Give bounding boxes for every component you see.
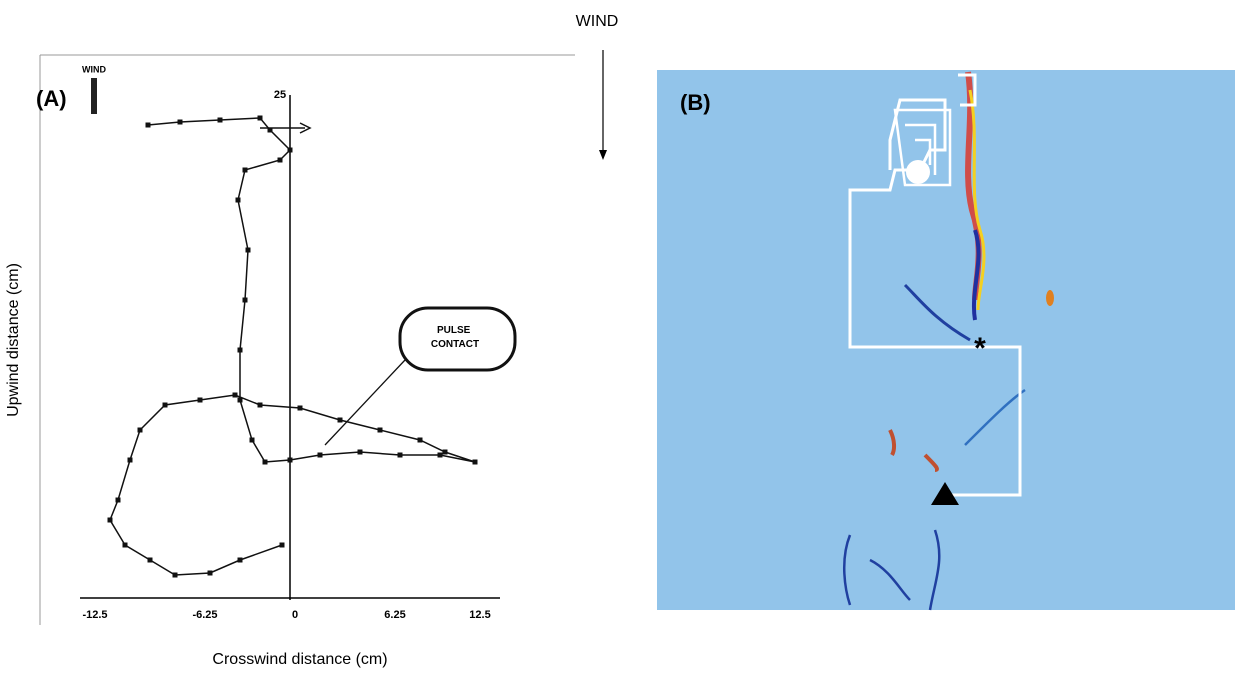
track-point	[243, 168, 248, 173]
y-tick-label: 25	[274, 89, 286, 101]
track-point	[233, 393, 238, 398]
track-point	[178, 120, 183, 125]
track-point	[288, 148, 293, 153]
x-tick-label: -12.5	[82, 609, 107, 621]
track-point	[138, 428, 143, 433]
wind-label: WIND	[82, 64, 106, 74]
track-point	[148, 558, 153, 563]
panel-label: (B)	[680, 90, 711, 115]
panel-b: (B) *	[657, 70, 1235, 610]
track-point	[418, 438, 423, 443]
track-point	[443, 450, 448, 455]
track-point	[116, 498, 121, 503]
track-point	[208, 571, 213, 576]
x-axis-label: Crosswind distance (cm)	[212, 651, 387, 668]
track-point	[378, 428, 383, 433]
track-point	[238, 398, 243, 403]
x-tick-label: 12.5	[469, 609, 490, 621]
patch	[1046, 290, 1054, 306]
track-point	[473, 460, 478, 465]
track-point	[128, 458, 133, 463]
track-point	[146, 123, 151, 128]
track-point	[298, 406, 303, 411]
track-point	[338, 418, 343, 423]
track-point	[246, 248, 251, 253]
track-point	[318, 453, 323, 458]
contact-marker: *	[974, 332, 986, 365]
track-point	[258, 403, 263, 408]
x-tick-label: -6.25	[192, 609, 217, 621]
track-point	[263, 460, 268, 465]
track-point	[218, 118, 223, 123]
x-tick-label: 0	[292, 609, 298, 621]
callout-pointer	[325, 360, 405, 445]
track-point	[438, 453, 443, 458]
panel-a: (A) WIND 25 -12.5 -6.25 0 6.25 12.5 PULSE CO…	[36, 55, 575, 625]
track-point	[398, 453, 403, 458]
track-point	[250, 438, 255, 443]
track-point	[236, 198, 241, 203]
figure: WIND (A) WIND 25 -12.5 -6.25 0 6.25 12.5 PUL…	[0, 0, 1235, 693]
track-point	[198, 398, 203, 403]
track-point	[358, 450, 363, 455]
callout-line: PULSE	[437, 325, 471, 336]
wind-arrow	[91, 78, 97, 114]
track-point	[238, 348, 243, 353]
track-point	[238, 558, 243, 563]
track-point	[108, 518, 113, 523]
panel-label: (A)	[36, 86, 67, 111]
track-point	[278, 158, 283, 163]
track-point	[280, 543, 285, 548]
y-axis-label: Upwind distance (cm)	[5, 263, 22, 417]
wind-arrow-head	[599, 150, 607, 160]
x-tick-label: 6.25	[384, 609, 405, 621]
track-point	[173, 573, 178, 578]
track-point	[258, 116, 263, 121]
track-point	[123, 543, 128, 548]
track-point	[288, 458, 293, 463]
callout-line: CONTACT	[431, 339, 479, 350]
track-point	[243, 298, 248, 303]
track-point	[163, 403, 168, 408]
path-trace	[906, 160, 930, 184]
wind-label: WIND	[576, 13, 619, 30]
